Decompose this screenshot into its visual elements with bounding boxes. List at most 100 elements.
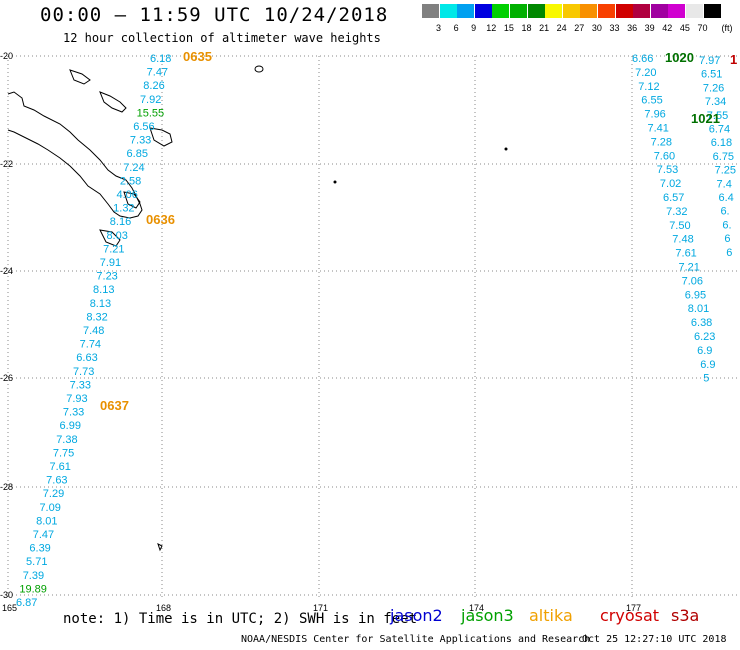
island-c-coastline [69,69,91,85]
wave-height-label: 7.23 [96,271,117,283]
legend-swatch [545,4,563,18]
satellite-altika: altika [529,606,573,625]
wave-height-label: 8.32 [86,311,107,323]
wave-height-label: 19.89 [19,583,47,595]
legend-label: 36 [627,23,638,33]
wave-height-label: 6.9 [697,345,712,357]
wave-height-label: 7.91 [100,257,121,269]
coastlines [7,65,508,552]
satellite-jason3: jason3 [461,606,514,625]
lon-label: 177 [626,603,641,613]
wave-height-label: 7.29 [43,488,64,500]
legend-label: 39 [644,23,655,33]
legend-label: 9 [471,23,477,33]
legend-swatch [527,4,545,18]
wave-height-label: 7.21 [103,243,124,255]
matthew-island [333,180,337,184]
legend-label: 70 [697,23,708,33]
lat-label: -24 [0,266,13,276]
wave-height-label: 7.63 [46,475,67,487]
wave-height-label: 6.38 [691,317,712,329]
wave-height-label: 7.39 [23,570,44,582]
wave-height-label: 7.41 [648,123,669,135]
satellite-s3a: s3a [671,606,700,625]
wave-height-label: 8.13 [90,298,111,310]
lat-label: -26 [0,373,13,383]
legend-label: 45 [679,23,690,33]
wave-height-label: 7.33 [130,135,151,147]
legend-swatch [650,4,668,18]
legend-label: 12 [486,23,497,33]
lon-label: 165 [2,603,17,613]
wave-height-label: 7.96 [644,109,665,121]
legend-swatch [562,4,580,18]
legend-label: 6 [453,23,459,33]
legend-swatch [492,4,510,18]
legend-swatch [633,4,651,18]
legend-label: 42 [662,23,673,33]
island-a-coastline [149,127,173,147]
wave-height-label: 7.53 [657,164,678,176]
wave-height-label: 7.97 [699,55,720,67]
loyalty-islands-coastline [99,91,127,113]
legend-swatch [510,4,527,18]
wave-height-label: 5.71 [26,556,47,568]
wave-height-label: 7.93 [66,393,87,405]
wave-height-label: 7.02 [660,178,681,190]
wave-height-label: 8.13 [93,284,114,296]
track-time-label: 1021 [691,111,720,126]
wave-height-label: 6 [724,233,730,245]
wave-height-label: 6.23 [694,331,715,343]
legend-label: 27 [574,23,585,33]
units-note: note: 1) Time is in UTC; 2) SWH is in fe… [63,611,418,627]
wave-height-label: 2.58 [120,175,141,187]
wave-height-label: 7.73 [73,366,94,378]
island-b-coastline [123,191,141,209]
wave-height-label: 8.01 [36,515,57,527]
wave-height-label: 7.09 [39,502,60,514]
wave-height-label: 6. [722,219,731,231]
wave-height-label: 7.26 [703,82,724,94]
wave-height-label: 7.4 [717,178,732,190]
lon-label: 168 [156,603,171,613]
legend-label: 15 [503,23,514,33]
axis-labels: -20 -22 -24 -26 -28 -30 165 168 171 174 177 [0,51,641,613]
wave-height-label: 7.32 [666,206,687,218]
wave-height-label: 7.12 [638,81,659,93]
wave-height-label: 7.47 [147,67,168,79]
credit-text: NOAA/NESDIS Center for Satellite Applica… [241,634,591,645]
wave-height-label: 6.9 [700,359,715,371]
wave-height-label: 6. [720,206,729,218]
island-d-coastline [99,229,121,247]
small-reef-coastline [157,543,163,552]
legend-swatch [703,4,721,18]
legend-swatch [668,4,686,18]
track-time-label: 1020 [665,50,694,65]
wave-height-label: 6.95 [685,289,706,301]
wave-height-label: 8.16 [110,216,131,228]
lat-label: -28 [0,482,13,492]
satellite-cryosat: cryosat [600,606,660,625]
lat-label: -30 [0,590,13,600]
wave-height-label: 7.60 [654,150,675,162]
legend-swatch [439,4,457,18]
wave-height-label: 8.03 [106,230,127,242]
wave-height-label: 7.75 [53,447,74,459]
lon-label: 174 [469,603,484,613]
wave-height-label: 6.4 [719,192,734,204]
legend-swatch [474,4,492,18]
map-grid [7,55,740,600]
wave-height-label: 7.34 [705,96,726,108]
legend-label: 3 [435,23,441,33]
hunter-island [504,147,508,151]
wave-height-label: 6.75 [713,151,734,163]
wave-height-label: 1.32 [113,203,134,215]
legend-swatch [422,4,439,18]
wave-height-label: 8.26 [143,80,164,92]
wave-height-label: 8.01 [688,303,709,315]
wave-height-values: 6.187.478.267.9215.556.567.336.857.242.5… [16,53,736,609]
wave-height-label: 7.92 [140,94,161,106]
track-time-label: 1 [730,52,737,67]
track-time-label: 0636 [146,212,175,227]
wave-height-label: 15.55 [137,107,165,119]
